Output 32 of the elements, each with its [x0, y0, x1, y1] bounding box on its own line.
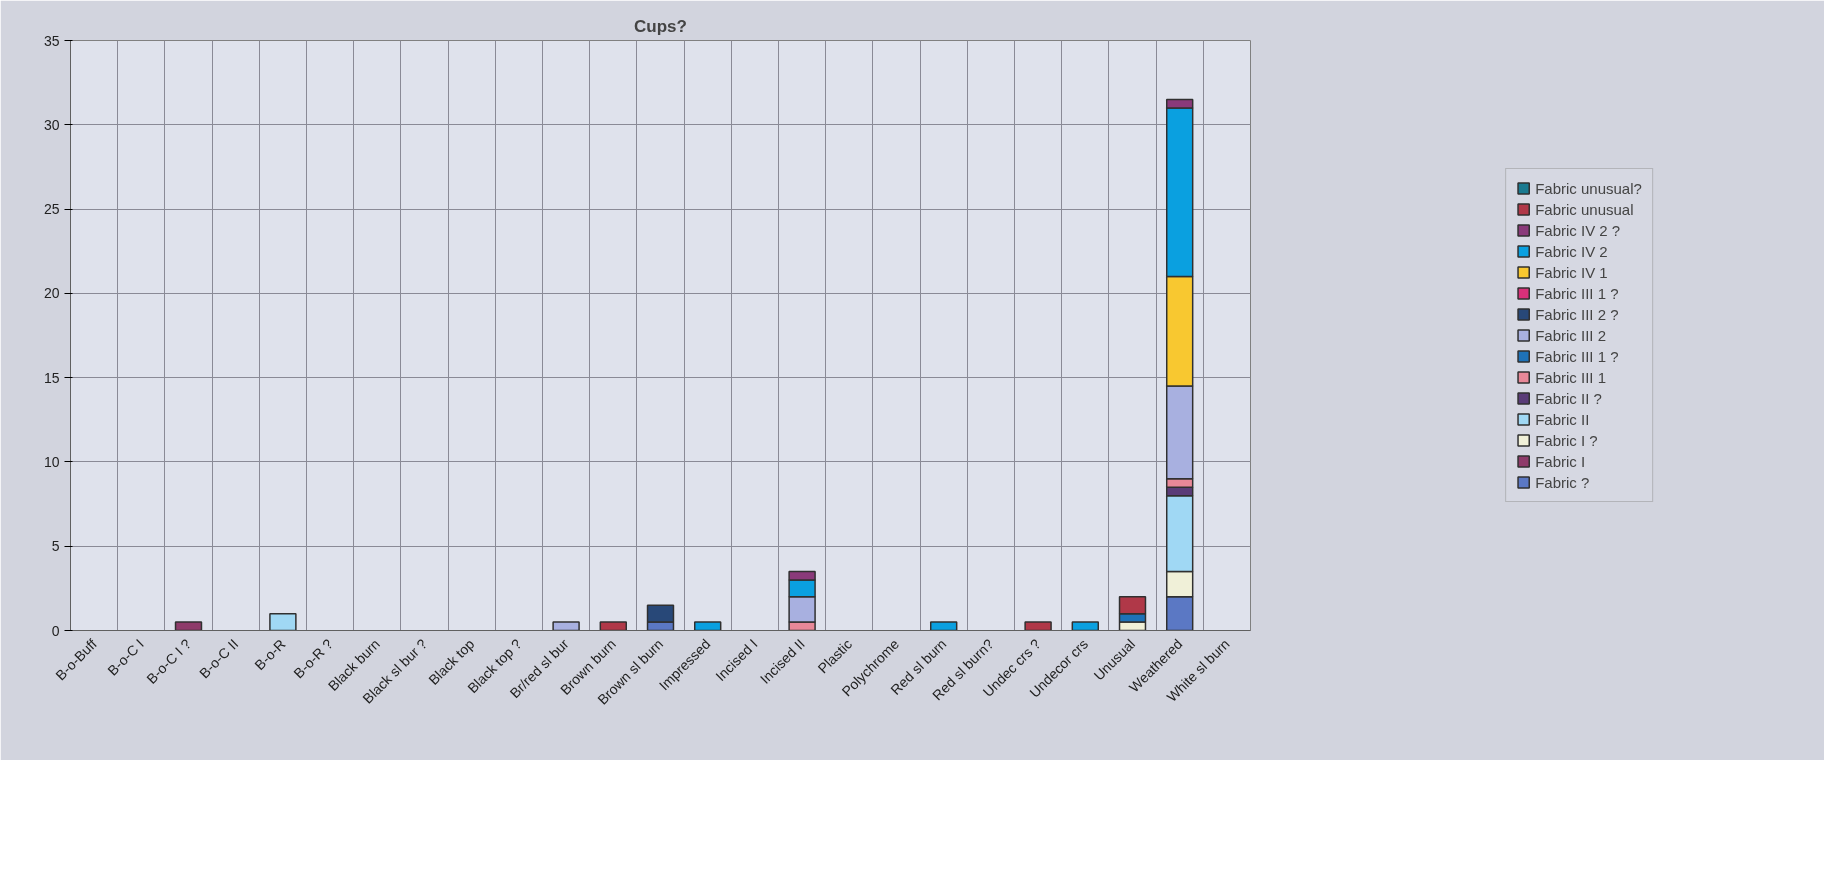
legend-label: Fabric IV 1 — [1535, 263, 1608, 281]
y-tick-label: 5 — [51, 538, 60, 555]
legend-label: Fabric unusual? — [1535, 179, 1642, 197]
bar — [929, 621, 958, 631]
legend-label: Fabric III 1 ? — [1535, 284, 1619, 302]
bar — [693, 621, 722, 631]
chart-title: Cups? — [634, 16, 687, 36]
y-tick-label: 15 — [43, 369, 60, 386]
legend-label: Fabric III 1 ? — [1535, 347, 1619, 365]
y-tick-label: 10 — [43, 453, 60, 470]
legend-label: Fabric IV 2 — [1535, 242, 1608, 260]
bar — [269, 612, 297, 631]
legend-label: Fabric III 2 — [1535, 326, 1606, 344]
bar — [1071, 621, 1100, 631]
legend-label: Fabric II ? — [1535, 389, 1602, 407]
legend-label: Fabric I ? — [1535, 431, 1598, 449]
y-tick-label: 20 — [43, 285, 60, 302]
y-tick-label: 0 — [51, 622, 60, 639]
bar — [1024, 621, 1052, 631]
y-tick-label: 25 — [43, 201, 60, 218]
bar — [552, 621, 580, 631]
y-tick-label: 30 — [43, 116, 60, 133]
y-tick-label: 35 — [43, 32, 60, 49]
legend-label: Fabric unusual — [1535, 200, 1634, 218]
bar — [174, 621, 203, 631]
legend-label: Fabric IV 2 ? — [1535, 221, 1621, 239]
bar — [599, 621, 628, 631]
legend-label: Fabric III 1 — [1535, 368, 1606, 386]
legend-label: Fabric III 2 ? — [1535, 305, 1619, 323]
legend-label: Fabric ? — [1535, 473, 1590, 491]
legend-label: Fabric I — [1535, 452, 1586, 470]
legend-label: Fabric II — [1535, 410, 1590, 428]
